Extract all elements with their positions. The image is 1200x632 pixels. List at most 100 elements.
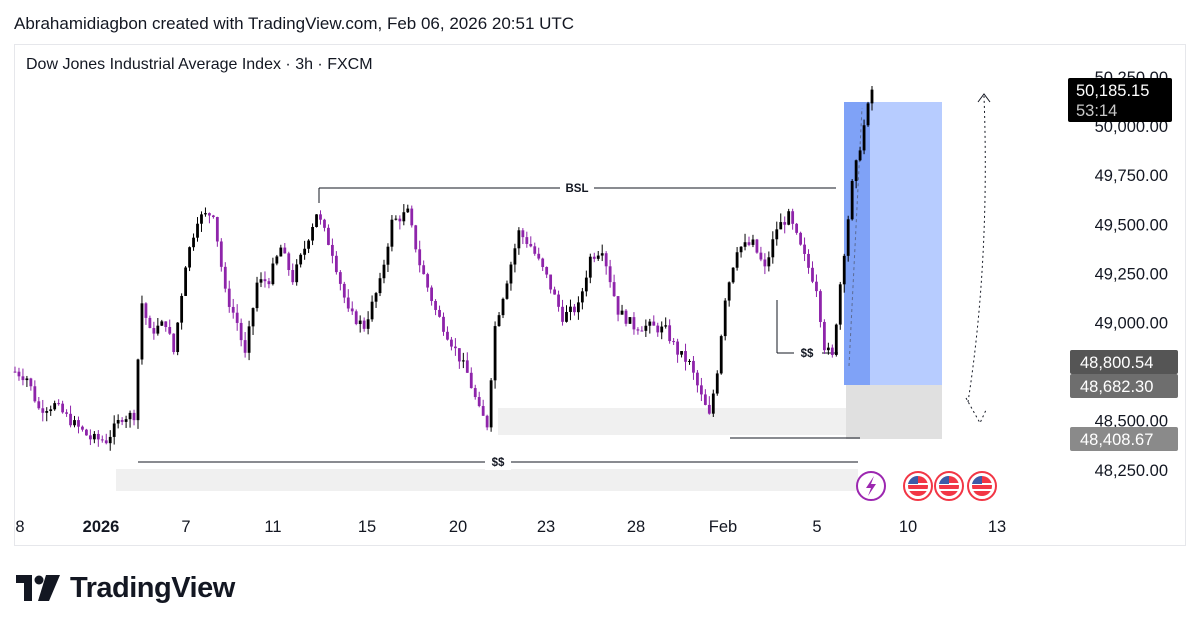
- candle-body: [838, 284, 842, 325]
- candle-body: [152, 328, 156, 334]
- candle-body: [608, 266, 612, 283]
- candle-body: [104, 440, 108, 444]
- candle-body: [442, 316, 445, 332]
- candle-body: [751, 239, 755, 245]
- candle-body: [664, 325, 668, 327]
- time-tick-label: 28: [627, 518, 645, 536]
- candle-body: [239, 322, 243, 341]
- candle-body: [410, 208, 414, 226]
- candle-body: [688, 360, 691, 362]
- candle-body: [656, 325, 660, 333]
- candle-body: [473, 388, 477, 398]
- candle-body: [342, 283, 346, 298]
- candle-body: [208, 213, 211, 216]
- candle-body: [505, 283, 509, 299]
- candle-body: [469, 372, 473, 389]
- candle-body: [96, 433, 100, 440]
- candle-body: [156, 325, 160, 334]
- candle-body: [565, 311, 568, 322]
- candle-body: [612, 282, 616, 297]
- candle-body: [49, 409, 53, 412]
- candle-body: [616, 296, 620, 315]
- candle-body: [57, 403, 61, 405]
- us-flag-icon[interactable]: [967, 471, 997, 501]
- candle-body: [815, 281, 818, 292]
- candle-body: [73, 420, 76, 426]
- price-tag-b-value: 48,682.30: [1080, 378, 1153, 396]
- candle-body: [660, 326, 664, 333]
- candle-body: [327, 227, 330, 245]
- us-flag-icon[interactable]: [903, 471, 933, 501]
- candle-body: [215, 217, 219, 242]
- price-tag-b: 48,682.30: [1070, 374, 1178, 398]
- candle-body: [755, 239, 759, 253]
- candle-body: [537, 253, 541, 259]
- candle-body: [715, 373, 719, 394]
- candle-body: [866, 103, 870, 126]
- candle-body: [295, 264, 299, 283]
- candle-body: [819, 291, 822, 322]
- candle-body: [211, 215, 215, 218]
- projection-dashed: [848, 107, 863, 367]
- candle-body: [517, 230, 521, 249]
- time-tick-label: 7: [181, 518, 190, 536]
- time-tick-label: 10: [899, 518, 917, 536]
- candle-body: [370, 301, 374, 320]
- candle-body: [311, 226, 314, 241]
- time-axis[interactable]: 8 2026 7 11 15 20 23 28 Feb 5 10 13: [15, 518, 1006, 536]
- candle-body: [426, 274, 430, 288]
- candle-body: [188, 247, 191, 268]
- candle-body: [354, 311, 358, 325]
- candle-body: [279, 247, 283, 257]
- candle-body: [374, 293, 378, 302]
- candle-body: [668, 325, 672, 342]
- candle-body: [707, 404, 711, 414]
- lightning-icon[interactable]: [856, 471, 886, 501]
- candle-body: [69, 413, 72, 426]
- candle-body: [362, 320, 366, 329]
- candle-body: [65, 412, 68, 414]
- candle-body: [834, 324, 838, 356]
- annotation-labels: BSL $$ $$: [485, 180, 822, 470]
- price-tick-label: 48,500.00: [1095, 413, 1168, 431]
- candle-body: [592, 256, 596, 259]
- candle-body: [200, 214, 203, 224]
- candle-body: [561, 306, 564, 322]
- candle-body: [795, 223, 799, 233]
- candle-body: [303, 248, 307, 255]
- last-price-value: 50,185.15: [1076, 82, 1149, 100]
- event-icons[interactable]: [856, 471, 997, 501]
- price-axis[interactable]: 48,250.0048,500.0048,750.0049,000.0049,2…: [1095, 69, 1168, 480]
- candle-body: [652, 321, 656, 326]
- symbol-title[interactable]: Dow Jones Industrial Average Index · 3h …: [26, 56, 373, 73]
- chart-frame[interactable]: [14, 44, 1186, 546]
- candles: [13, 85, 874, 451]
- time-tick-label: Feb: [709, 518, 737, 536]
- candle-body: [454, 346, 457, 349]
- candle-body: [719, 336, 723, 374]
- candle-body: [457, 348, 461, 362]
- candle-body: [434, 300, 437, 310]
- candle-body: [600, 253, 604, 256]
- candle-body: [247, 326, 251, 353]
- candle-body: [525, 237, 529, 244]
- candle-body: [382, 264, 386, 279]
- us-flag-icon[interactable]: [934, 471, 964, 501]
- price-tick-label: 49,500.00: [1095, 216, 1168, 234]
- candle-body: [430, 287, 433, 301]
- candle-body: [493, 326, 497, 381]
- candle-body: [390, 219, 394, 247]
- candle-body: [624, 310, 628, 324]
- candle-body: [331, 244, 334, 256]
- candle-body: [418, 249, 422, 266]
- candle-body: [846, 219, 850, 256]
- tradingview-logo[interactable]: TradingView: [16, 571, 235, 605]
- candle-body: [33, 386, 37, 402]
- candle-body: [45, 411, 49, 413]
- demand-zone-left: [498, 408, 846, 435]
- candle-body: [25, 378, 29, 381]
- candle-body: [584, 277, 588, 292]
- tradingview-brand: TradingView: [70, 571, 235, 604]
- candle-body: [77, 420, 80, 427]
